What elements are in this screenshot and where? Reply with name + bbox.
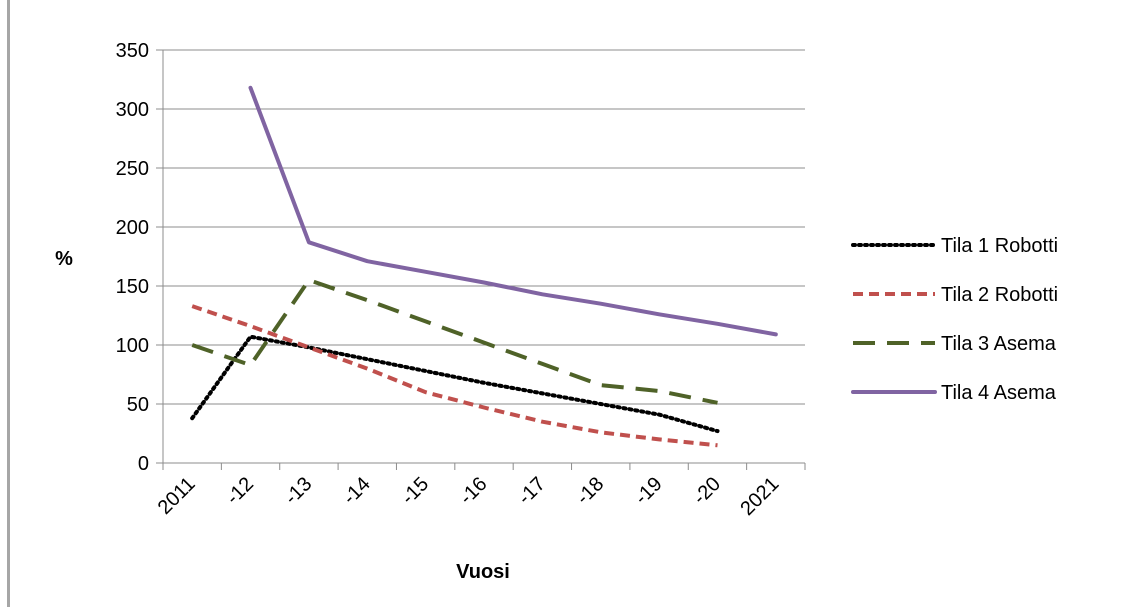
legend-label-4: Tila 4 Asema (941, 382, 1057, 404)
x-axis-title: Vuosi (456, 561, 510, 583)
x-tick-label: -17 (514, 473, 550, 509)
series-line-1 (190, 334, 720, 434)
y-tick-label: 200 (116, 217, 149, 239)
y-tick-label: 0 (138, 453, 149, 475)
x-tick-label: 2011 (154, 473, 200, 519)
x-tick-label: 2021 (736, 473, 783, 520)
x-tick-label: -13 (280, 473, 316, 509)
y-tick-labels: 0 50 100 150 200 250 300 350 (116, 40, 149, 475)
x-tick-label: -12 (222, 473, 258, 509)
y-tick-label: 50 (127, 394, 149, 416)
x-tick-label: -18 (572, 473, 608, 509)
y-tick-label: 250 (116, 158, 149, 180)
axes (156, 49, 806, 470)
legend-label-3: Tila 3 Asema (941, 333, 1057, 355)
legend: Tila 1 Robotti Tila 2 Robotti Tila 3 Asema… (851, 235, 1058, 404)
series-line-4 (248, 85, 778, 337)
y-tick-label: 300 (116, 99, 149, 121)
series-line-3 (191, 278, 718, 405)
x-tick-label: -20 (689, 473, 725, 509)
x-tick-label: -15 (397, 473, 433, 509)
legend-label-1: Tila 1 Robotti (941, 235, 1058, 257)
y-tick-label: 100 (116, 335, 149, 357)
x-tick-labels: 2011 -12 -13 -14 -15 -16 -17 -18 -19 -20 2021 (154, 473, 784, 520)
y-axis-title: % (55, 248, 73, 270)
legend-label-2: Tila 2 Robotti (941, 284, 1058, 306)
gridlines (163, 49, 805, 405)
series-lines (190, 85, 778, 448)
y-tick-label: 350 (116, 40, 149, 62)
x-tick-label: -16 (456, 473, 492, 509)
series-line-2 (191, 304, 718, 448)
y-tick-label: 150 (116, 276, 149, 298)
left-border-rule (7, 0, 10, 607)
x-tick-label: -14 (339, 473, 375, 509)
x-tick-label: -19 (631, 473, 667, 509)
